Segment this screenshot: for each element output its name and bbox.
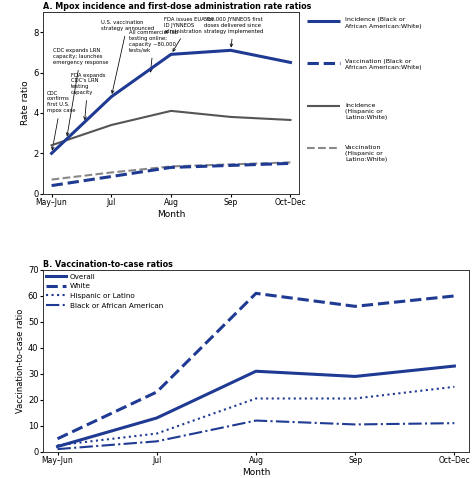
- White: [154, 389, 160, 395]
- X-axis label: Month: Month: [242, 467, 270, 477]
- Overall: [55, 444, 60, 449]
- Hispanic or Latino: [352, 396, 358, 402]
- Legend: Overall, White, Hispanic or Latino, Black or African American: Overall, White, Hispanic or Latino, Blac…: [45, 272, 165, 310]
- Text: FDA expands
CDC's LRN
testing
capacity: FDA expands CDC's LRN testing capacity: [71, 73, 105, 120]
- Text: Vaccination
(Hispanic or
Latino:White): Vaccination (Hispanic or Latino:White): [345, 145, 387, 162]
- Overall: [352, 374, 358, 380]
- Hispanic or Latino: [253, 396, 259, 402]
- Text: A. Mpox incidence and first-dose administration rate ratios: A. Mpox incidence and first-dose adminis…: [43, 2, 311, 11]
- Black or African American: [154, 438, 160, 444]
- Hispanic or Latino: [154, 431, 160, 436]
- Hispanic or Latino: [452, 384, 457, 390]
- Text: CDC expands LRN
capacity; launches
emergency response: CDC expands LRN capacity; launches emerg…: [53, 48, 109, 136]
- Black or African American: [452, 420, 457, 426]
- Black or African American: [352, 422, 358, 427]
- Overall: [253, 369, 259, 374]
- Line: White: White: [57, 293, 455, 439]
- Line: Hispanic or Latino: Hispanic or Latino: [57, 387, 455, 445]
- White: [55, 436, 60, 442]
- Text: All commercial lab
testing online;
capacity ~80,000
tests/wk: All commercial lab testing online; capac…: [129, 30, 178, 72]
- Line: Overall: Overall: [57, 366, 455, 446]
- Text: B. Vaccination-to-case ratios: B. Vaccination-to-case ratios: [43, 260, 173, 269]
- Text: Incidence (Black or
African American:White): Incidence (Black or African American:Whi…: [345, 17, 422, 29]
- X-axis label: Month: Month: [157, 210, 185, 218]
- Text: FDA issues EUA for
ID JYNNEOS
administration: FDA issues EUA for ID JYNNEOS administra…: [164, 17, 214, 51]
- Overall: [452, 363, 457, 369]
- Y-axis label: Rate ratio: Rate ratio: [21, 80, 30, 125]
- Text: 500,000 JYNNEOS first
doses delivered since
strategy implemented: 500,000 JYNNEOS first doses delivered si…: [204, 17, 263, 47]
- Black or African American: [55, 446, 60, 452]
- Text: Incidence
(Hispanic or
Latino:White): Incidence (Hispanic or Latino:White): [345, 103, 387, 120]
- Text: CDC
confirms
first U.S.
mpox case: CDC confirms first U.S. mpox case: [47, 91, 75, 150]
- White: [352, 304, 358, 309]
- Text: Vaccination (Black or
African American:White): Vaccination (Black or African American:W…: [345, 59, 422, 70]
- Y-axis label: Vaccination-to-case ratio: Vaccination-to-case ratio: [16, 309, 25, 413]
- Black or African American: [253, 418, 259, 424]
- Overall: [154, 415, 160, 421]
- Line: Black or African American: Black or African American: [57, 421, 455, 449]
- White: [452, 293, 457, 299]
- Hispanic or Latino: [55, 442, 60, 448]
- Text: U.S. vaccination
strategy announced: U.S. vaccination strategy announced: [100, 20, 154, 93]
- White: [253, 291, 259, 296]
